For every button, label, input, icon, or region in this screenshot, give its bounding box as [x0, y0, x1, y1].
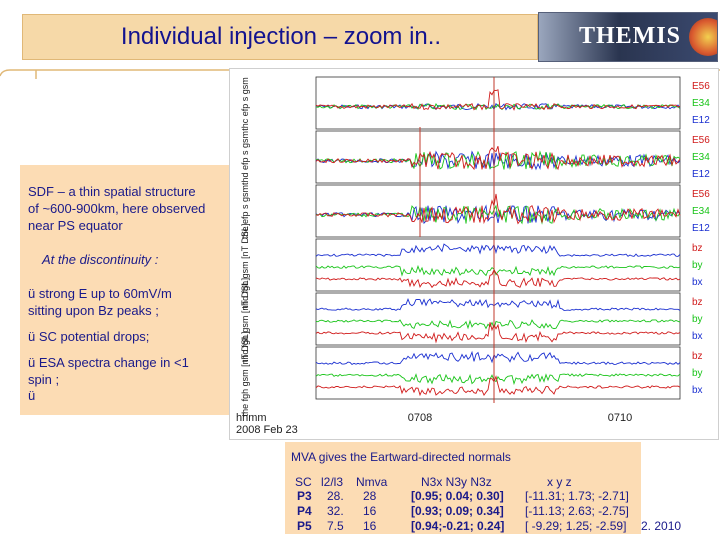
panel-legend-entry: E12 [692, 169, 710, 180]
date-label: 2008 Feb 23 [236, 424, 298, 436]
panel-legend-entry: E56 [692, 135, 710, 146]
mva-row-position: [ -9.29; 1.25; -2.59] [525, 519, 627, 533]
trace-line [315, 322, 681, 344]
mva-row-ratio: 7.5 [327, 519, 344, 533]
mva-row-nmva: 28 [363, 489, 377, 503]
trace-line [315, 204, 681, 225]
mva-header-normal: N3x N3y N3z [421, 475, 492, 489]
panel-legend-entry: bz [692, 351, 703, 362]
trace-line [315, 264, 681, 277]
mva-row-ratio: 28. [327, 489, 344, 503]
mva-row-sc: P4 [297, 504, 312, 518]
panel-legend-entry: E12 [692, 115, 710, 126]
panel-axis-label: thc efp s gsm [240, 77, 250, 131]
trace-line [315, 319, 681, 330]
plot-panel-frame [315, 346, 681, 400]
panel-line-2: of ~600-900km, here observed [28, 201, 206, 216]
panel-line-1: SDF – a thin spatial structure [28, 184, 196, 199]
bullet-2: ü SC potential drops; [28, 329, 150, 344]
panel-axis-label: thd fgh gsm [nT DSL] [240, 224, 250, 309]
trace-line [315, 373, 681, 386]
annotation-panel: SDF – a thin spatial structure of ~600-9… [20, 165, 233, 415]
mva-row-ratio: 32. [327, 504, 344, 518]
trace-line [315, 350, 681, 365]
mva-row-position: [-11.13; 2.63; -2.75] [525, 504, 629, 518]
mva-row-nmva: 16 [363, 504, 377, 518]
bullet-3-line-1: ü ESA spectra change in <1 [28, 355, 189, 370]
trace-line [315, 89, 681, 111]
mva-header-position: x y z [547, 475, 572, 489]
header-divider [0, 69, 720, 79]
timeseries-figure: thc efp s gsm thd efp s gsm the efp s gsm t… [229, 68, 719, 440]
panel-axis-label: the fgh gsm [nT DSL] [240, 332, 250, 417]
panel-axis-label: thd efp s gsm [240, 131, 250, 185]
bullet-1-line-2: sitting upon Bz peaks ; [28, 303, 159, 318]
mva-row-normal: [0.93; 0.09; 0.34] [411, 504, 504, 518]
panel-legend-entry: E12 [692, 223, 710, 234]
trace-line [315, 102, 681, 111]
plot-panel-frame [315, 130, 681, 184]
seal-icon [689, 18, 717, 56]
footer-date-fragment: 2. 2010 [641, 519, 682, 533]
mva-row-sc: P5 [297, 519, 312, 533]
plot-panel-frame [315, 184, 681, 238]
panel-legend-entry: E34 [692, 152, 710, 163]
bullet-1-line-1: ü strong E up to 60mV/m [28, 286, 172, 301]
trace-line [315, 375, 681, 397]
mva-title: MVA gives the Eartward-directed normals [291, 450, 511, 464]
xtick-label: 0708 [408, 412, 432, 424]
trace-line [315, 297, 681, 311]
panel-legend-entry: E34 [692, 206, 710, 217]
plot-panel-frame [315, 238, 681, 292]
panel-legend-entry: by [692, 368, 703, 379]
panel-axis-label: thc fgh gsm [nT DSL] [240, 278, 250, 362]
mva-row-sc: P3 [297, 489, 312, 503]
mva-row-normal: [0.95; 0.04; 0.30] [411, 489, 504, 503]
panel-line-3: near PS equator [28, 218, 123, 233]
panel-legend-entry: E56 [692, 189, 710, 200]
panel-line-4: At the discontinuity : [42, 252, 159, 267]
trace-line [315, 146, 681, 171]
panel-legend-entry: bz [692, 243, 703, 254]
trace-line [315, 243, 681, 257]
mva-header-ratio: l2/l3 [321, 475, 344, 489]
mva-header-nmva: Nmva [356, 475, 388, 489]
panel-axis-label: the efp s gsm [240, 185, 250, 239]
plot-panel-frame [315, 76, 681, 130]
panel-legend-entry: bx [692, 331, 703, 342]
plot-panel-frame [315, 292, 681, 346]
panel-legend-entry: E34 [692, 98, 710, 109]
panel-legend-entry: bx [692, 385, 703, 396]
panel-legend-entry: by [692, 314, 703, 325]
mva-table: MVA gives the Eartward-directed normals … [285, 442, 641, 534]
trace-line [315, 150, 681, 170]
trace-line [315, 268, 681, 289]
mva-row-nmva: 16 [363, 519, 377, 533]
time-axis-label: hhmm [236, 412, 267, 424]
trace-line [315, 193, 681, 225]
title-banner: Individual injection – zoom in.. [22, 14, 538, 60]
panel-legend-entry: bz [692, 297, 703, 308]
bullet-4: ü [28, 388, 36, 403]
mva-header-sc: SC [295, 475, 312, 489]
bullet-3-line-2: spin ; [28, 372, 60, 387]
themis-logo: THEMIS [538, 12, 718, 62]
xtick-label: 0710 [608, 412, 632, 424]
slide-title: Individual injection – zoom in.. [120, 23, 442, 50]
panel-legend-entry: by [692, 260, 703, 271]
mva-row-normal: [0.94;-0.21; 0.24] [411, 519, 505, 533]
panel-legend-entry: bx [692, 277, 703, 288]
panel-legend-entry: E56 [692, 81, 710, 92]
mva-row-position: [-11.31; 1.73; -2.71] [525, 489, 629, 503]
logo-text: THEMIS [579, 23, 682, 49]
